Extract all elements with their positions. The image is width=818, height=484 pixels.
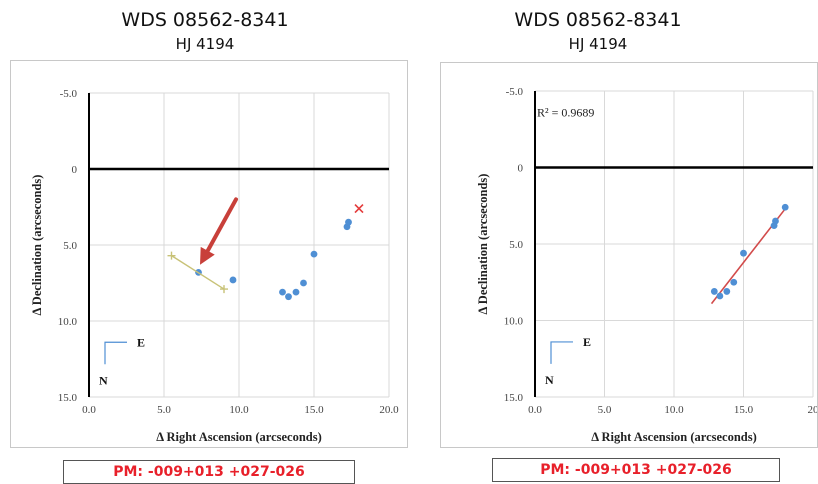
x-axis-label: Δ Right Ascension (arcseconds) [156,430,322,444]
x-tick-label: 10.0 [664,404,684,416]
y-tick-label: 15.0 [504,392,524,404]
data-point [710,288,718,295]
north-label: N [545,373,554,387]
y-tick-label: 0 [72,164,78,176]
east-label: E [583,335,591,349]
data-point [740,249,747,257]
y-axis-label: Δ Declination (arcseconds) [476,174,490,315]
proper-motion-box: PM: -009+013 +027-026 [492,458,780,482]
x-tick-label: 0.0 [528,404,542,416]
data-point [730,278,738,286]
east-label: E [137,335,145,349]
x-axis-label: Δ Right Ascension (arcseconds) [591,430,757,444]
left-chart-panel: WDS 08562-8341 HJ 4194 0.0 5.0 10.0 15.0 20.… [10,9,408,484]
data-point [279,288,286,296]
y-tick-label: -5.0 [60,88,78,100]
data-point [229,276,237,284]
x-tick-label: 5.0 [157,404,171,416]
north-label: N [99,373,108,387]
chart-frame: 0.0 5.0 10.0 15.0 20 -5.0 0 5.0 10.0 15.0 Δ Right … [440,62,818,448]
x-tick-label: 5.0 [598,404,612,416]
x-tick-label: 10.0 [229,404,249,416]
data-point [300,279,307,287]
chart-frame: 0.0 5.0 10.0 15.0 20.0 -5.0 0 5.0 10.0 15.0 Δ Righ… [10,60,408,448]
y-tick-label: 10.0 [58,316,78,328]
r-squared-label: R² = 0.9689 [537,105,594,119]
chart-subtitle: HJ 4194 [175,35,235,53]
chart-title: WDS 08562-8341 [121,9,289,31]
x-marker [354,203,364,214]
y-tick-label: -5.0 [506,86,524,98]
y-tick-label: 15.0 [58,392,78,404]
x-tick-label: 15.0 [734,404,754,416]
plus-marker [220,285,228,294]
data-point [772,217,779,225]
y-tick-label: 0 [518,163,524,175]
data-point [723,288,731,295]
x-tick-label: 20 [808,404,818,416]
data-point [781,203,789,211]
y-tick-label: 10.0 [504,316,524,328]
data-point [310,250,318,258]
proper-motion-box: PM: -009+013 +027-026 [63,460,355,484]
orientation-indicator [550,341,573,364]
proper-motion-line [171,255,225,290]
data-point [285,293,292,301]
data-point [345,218,352,226]
plus-marker [167,251,176,260]
x-tick-label: 0.0 [82,404,96,416]
x-tick-label: 15.0 [304,404,324,416]
scatter-chart-right: 0.0 5.0 10.0 15.0 20 -5.0 0 5.0 10.0 15.0 Δ Right … [476,86,818,444]
annotation-arrow-shaft [205,197,238,253]
orientation-indicator [104,341,127,365]
right-chart-panel: WDS 08562-8341 HJ 4194 0.0 5.0 10.0 15.0 20 -… [418,0,818,483]
y-axis-label: Δ Declination (arcseconds) [30,175,44,316]
scatter-chart-left: 0.0 5.0 10.0 15.0 20.0 -5.0 0 5.0 10.0 15.0 Δ Righ… [30,88,399,444]
chart-subtitle: HJ 4194 [568,35,628,53]
y-tick-label: 5.0 [509,239,523,251]
annotation-arrow-head [200,246,215,265]
x-tick-label: 20.0 [379,404,399,416]
y-tick-label: 5.0 [63,240,77,252]
data-point [716,292,724,300]
chart-title: WDS 08562-8341 [514,9,682,31]
data-point [292,288,300,296]
